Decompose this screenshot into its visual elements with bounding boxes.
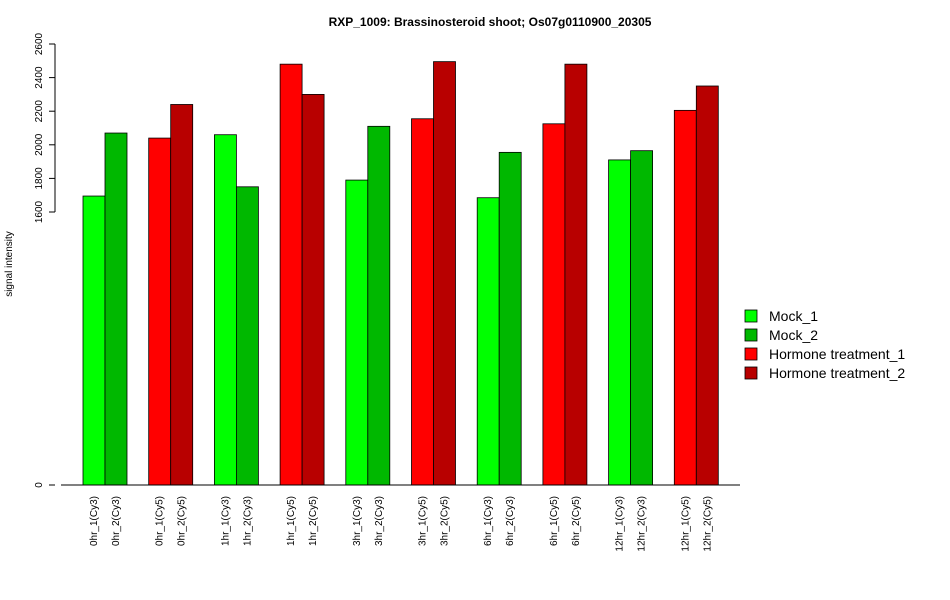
x-tick-label: 1hr_1(Cy5) [286, 496, 297, 546]
bar-1hr_1(Cy3) [213, 134, 237, 486]
y-tick-label: 0 [34, 482, 45, 488]
y-tick-label: 2000 [34, 133, 45, 156]
bar-0hr_1(Cy3) [82, 195, 106, 486]
bar-12hr_1(Cy5) [673, 109, 697, 486]
bar-12hr_2(Cy5) [695, 85, 719, 486]
x-tick-label: 3hr_2(Cy3) [374, 496, 385, 546]
bar-1hr_1(Cy5) [279, 63, 303, 486]
bar-12hr_2(Cy3) [630, 150, 653, 486]
x-tick-label: 3hr_1(Cy5) [418, 496, 429, 546]
x-tick-label: 1hr_1(Cy3) [220, 496, 231, 546]
legend-label-3: Hormone treatment_2 [769, 365, 905, 381]
bars-group [82, 61, 719, 486]
x-tick-label: 12hr_1(Cy3) [615, 496, 626, 552]
x-tick-label: 0hr_2(Cy3) [111, 496, 122, 546]
bar-0hr_2(Cy3) [104, 132, 128, 486]
legend-label-1: Mock_2 [769, 327, 818, 343]
bar-6hr_1(Cy3) [476, 197, 500, 486]
bar-6hr_2(Cy3) [498, 151, 522, 486]
y-axis-label: signal intensity [4, 231, 15, 297]
legend-label-0: Mock_1 [769, 308, 818, 324]
y-axis: 0 1600 1800 2000 2200 2400 2600 [34, 32, 56, 488]
x-tick-label: 6hr_1(Cy3) [483, 496, 494, 546]
y-tick-label: 1800 [34, 167, 45, 190]
bar-1hr_2(Cy5) [301, 94, 325, 486]
x-tick-labels: 0hr_1(Cy3) 0hr_2(Cy3) 0hr_1(Cy5) 0hr_2(Cy5)… [89, 496, 713, 552]
legend: Mock_1 Mock_2 Hormone treatment_1 Hormone t… [744, 308, 905, 381]
bar-3hr_2(Cy3) [367, 125, 391, 486]
y-tick-label: 2600 [34, 32, 45, 55]
bar-3hr_1(Cy3) [345, 179, 369, 486]
legend-swatch-1 [744, 328, 758, 342]
legend-swatch-0 [744, 309, 758, 323]
x-tick-label: 6hr_1(Cy5) [549, 496, 560, 546]
legend-swatch-3 [744, 366, 758, 380]
bar-3hr_2(Cy5) [433, 61, 456, 486]
legend-swatch-2 [744, 347, 758, 361]
x-tick-label: 1hr_2(Cy3) [242, 496, 253, 546]
x-tick-label: 6hr_2(Cy3) [505, 496, 516, 546]
x-tick-label: 3hr_1(Cy3) [352, 496, 363, 546]
bar-6hr_1(Cy5) [542, 123, 566, 486]
bar-3hr_1(Cy5) [411, 118, 434, 486]
x-tick-label: 0hr_1(Cy5) [155, 496, 166, 546]
x-tick-label: 1hr_2(Cy5) [308, 496, 319, 546]
x-tick-label: 0hr_1(Cy3) [89, 496, 100, 546]
y-tick-label: 2400 [34, 66, 45, 89]
y-tick-label: 2200 [34, 100, 45, 123]
bar-0hr_1(Cy5) [148, 137, 172, 486]
y-tick-label: 1600 [34, 200, 45, 223]
x-tick-label: 12hr_2(Cy5) [702, 496, 713, 552]
chart-title: RXP_1009: Brassinosteroid shoot; Os07g01… [329, 15, 652, 29]
x-tick-label: 12hr_2(Cy3) [637, 496, 648, 552]
bar-1hr_2(Cy3) [235, 186, 259, 486]
x-tick-label: 12hr_1(Cy5) [680, 496, 691, 552]
x-tick-label: 0hr_2(Cy5) [177, 496, 188, 546]
bar-0hr_2(Cy5) [170, 104, 194, 486]
bar-6hr_2(Cy5) [564, 63, 588, 486]
x-tick-label: 3hr_2(Cy5) [440, 496, 451, 546]
x-tick-label: 6hr_2(Cy5) [571, 496, 582, 546]
bar-12hr_1(Cy3) [608, 159, 631, 486]
legend-label-2: Hormone treatment_1 [769, 346, 905, 362]
